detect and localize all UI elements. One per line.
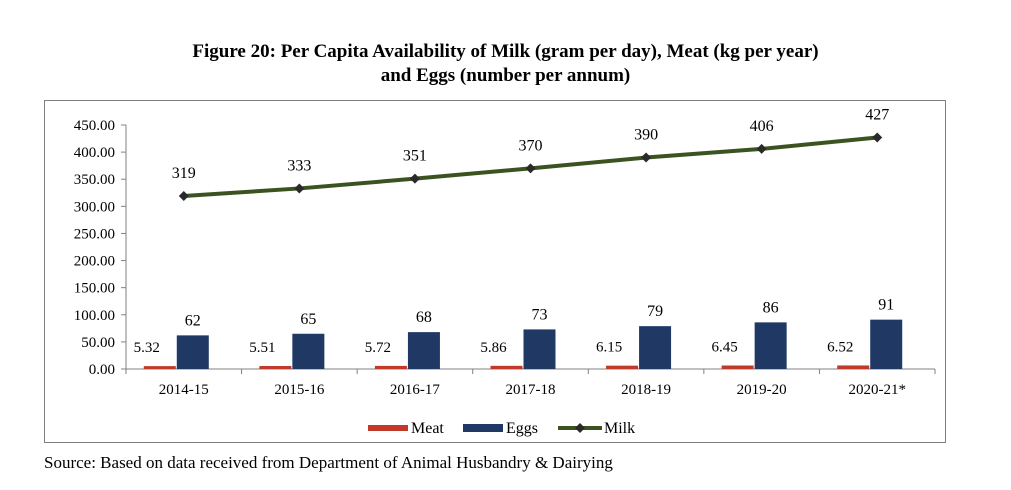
- milk-point: [294, 183, 305, 194]
- eggs-data-label: 73: [532, 306, 548, 323]
- meat-bar: [837, 365, 870, 369]
- eggs-bar: [639, 326, 672, 369]
- milk-data-label: 427: [865, 106, 889, 123]
- meat-bar: [721, 365, 754, 369]
- y-tick-label: 250.00: [74, 226, 115, 242]
- eggs-data-label: 68: [416, 309, 432, 326]
- milk-point: [525, 163, 536, 174]
- milk-data-label: 406: [750, 118, 774, 135]
- y-tick-label: 50.00: [81, 335, 115, 351]
- eggs-bar: [870, 319, 903, 369]
- legend-meat-label: Meat: [411, 420, 444, 437]
- eggs-data-label: 79: [647, 303, 663, 320]
- y-tick-label: 300.00: [74, 199, 115, 215]
- legend-eggs-swatch: [463, 424, 503, 432]
- meat-data-label: 6.15: [596, 340, 622, 356]
- eggs-data-label: 86: [763, 299, 779, 316]
- eggs-series: 62 65 68 73 79 86 91: [176, 297, 903, 369]
- legend: Meat Eggs Milk: [368, 420, 635, 437]
- y-tick-label: 0.00: [89, 362, 115, 378]
- source-note: Source: Based on data received from Depa…: [44, 453, 613, 472]
- meat-bar: [606, 365, 639, 369]
- milk-data-label: 333: [287, 157, 311, 174]
- eggs-bar: [292, 333, 325, 369]
- x-tick-label: 2018-19: [621, 382, 671, 398]
- eggs-data-label: 65: [300, 311, 316, 328]
- legend-meat-swatch: [368, 425, 408, 431]
- eggs-data-label: 91: [878, 297, 894, 314]
- milk-point: [178, 191, 189, 202]
- eggs-bar: [523, 329, 556, 369]
- meat-data-label: 5.72: [365, 340, 391, 356]
- x-tick-label: 2020-21*: [848, 382, 906, 398]
- meat-data-label: 5.32: [134, 340, 160, 356]
- x-tick-label: 2017-18: [506, 382, 556, 398]
- legend-milk-label: Milk: [604, 420, 635, 437]
- eggs-bar: [754, 322, 787, 369]
- y-tick-label: 450.00: [74, 118, 115, 134]
- milk-data-label: 370: [519, 137, 543, 154]
- eggs-bar: [407, 332, 440, 369]
- meat-data-label: 5.51: [249, 340, 275, 356]
- figure-title-line-1: Figure 20: Per Capita Availability of Mi…: [192, 41, 819, 62]
- meat-bar: [259, 366, 292, 369]
- x-tick-label: 2014-15: [159, 382, 209, 398]
- milk-point: [872, 132, 883, 143]
- meat-data-label: 6.45: [712, 340, 738, 356]
- y-tick-label: 200.00: [74, 254, 115, 270]
- chart-frame: [44, 100, 946, 443]
- y-tick-label: 400.00: [74, 145, 115, 161]
- milk-data-label: 351: [403, 148, 427, 165]
- milk-data-label: 390: [634, 127, 658, 144]
- eggs-data-label: 62: [185, 312, 201, 329]
- y-tick-label: 100.00: [74, 308, 115, 324]
- x-axis: 2014-15 2015-16 2016-17 2017-18 2018-19 2019-…: [125, 368, 936, 398]
- milk-data-label: 319: [172, 165, 196, 182]
- y-tick-label: 150.00: [74, 281, 115, 297]
- legend-eggs-label: Eggs: [506, 420, 538, 437]
- eggs-bar: [176, 335, 209, 369]
- meat-data-label: 6.52: [827, 339, 853, 355]
- meat-bar: [374, 365, 407, 369]
- x-tick-label: 2019-20: [737, 382, 787, 398]
- milk-point: [409, 173, 420, 184]
- legend-milk-marker: [575, 423, 585, 433]
- y-tick-label: 350.00: [74, 172, 115, 188]
- meat-bar: [143, 366, 176, 369]
- meat-data-label: 5.86: [480, 340, 507, 356]
- milk-series: 319 333 351 370 390 406 427: [172, 106, 889, 202]
- x-tick-label: 2015-16: [274, 382, 324, 398]
- milk-point: [641, 152, 652, 163]
- y-axis: 0.00 50.00 100.00 150.00 200.00 250.00 300.00 3…: [74, 118, 127, 378]
- figure-title-line-2: and Eggs (number per annum): [380, 65, 631, 86]
- meat-bar: [490, 365, 523, 369]
- milk-point: [756, 143, 767, 154]
- meat-series: 5.32 5.51 5.72 5.86 6.15 6.45 6.52: [134, 339, 870, 369]
- x-tick-label: 2016-17: [390, 382, 440, 398]
